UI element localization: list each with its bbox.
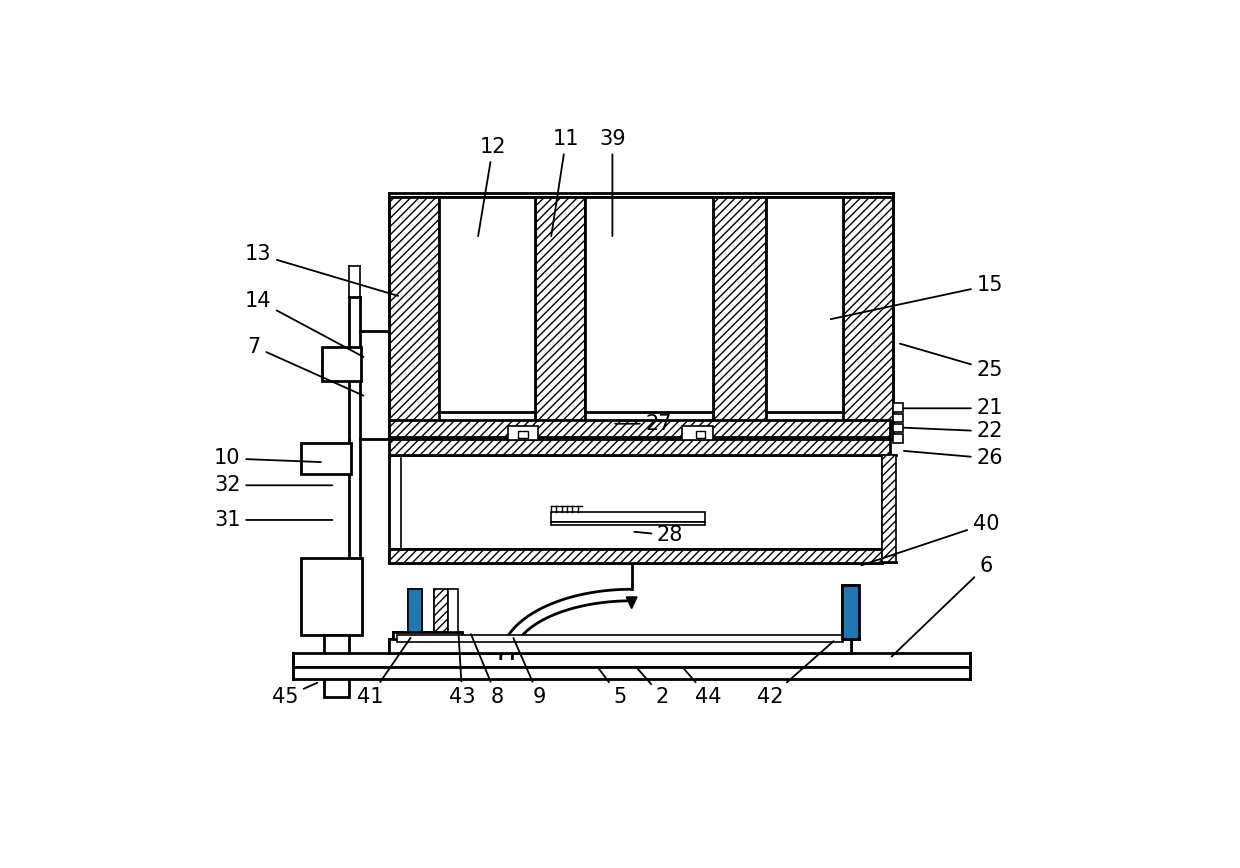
Text: 28: 28 xyxy=(635,525,683,545)
Bar xyxy=(894,424,903,432)
Text: 13: 13 xyxy=(246,244,398,296)
Bar xyxy=(842,585,859,640)
Bar xyxy=(322,346,361,381)
Bar xyxy=(551,512,704,522)
Bar xyxy=(393,632,463,641)
Text: 40: 40 xyxy=(862,514,999,565)
Bar xyxy=(842,585,859,640)
Bar xyxy=(293,667,971,679)
Bar xyxy=(518,431,528,437)
Text: 12: 12 xyxy=(479,136,506,236)
Bar xyxy=(536,196,585,428)
Text: 39: 39 xyxy=(599,128,626,236)
Bar xyxy=(439,196,536,412)
Bar xyxy=(448,589,459,632)
Bar xyxy=(894,434,903,443)
Bar xyxy=(682,426,713,440)
Text: 7: 7 xyxy=(248,337,363,396)
Bar xyxy=(894,403,903,412)
Bar xyxy=(300,558,362,635)
Text: 27: 27 xyxy=(615,414,672,434)
Bar xyxy=(389,439,889,455)
Bar xyxy=(397,635,843,641)
Bar xyxy=(300,443,351,474)
Text: 45: 45 xyxy=(272,683,317,707)
Text: 42: 42 xyxy=(756,641,833,707)
Bar xyxy=(389,196,439,428)
Text: 41: 41 xyxy=(357,638,410,707)
Bar xyxy=(713,196,766,428)
Bar xyxy=(882,455,895,562)
Text: 6: 6 xyxy=(892,556,992,656)
Bar xyxy=(408,589,422,632)
Text: 11: 11 xyxy=(552,128,579,236)
Text: 31: 31 xyxy=(215,510,332,530)
Bar xyxy=(507,426,538,440)
Bar xyxy=(766,196,843,412)
Text: 43: 43 xyxy=(449,635,475,707)
Bar xyxy=(894,414,903,422)
Text: 21: 21 xyxy=(904,398,1003,418)
Bar xyxy=(389,640,851,654)
Bar xyxy=(551,522,704,524)
Bar xyxy=(389,640,851,654)
Polygon shape xyxy=(626,597,637,608)
Text: 44: 44 xyxy=(683,668,722,707)
Text: 2: 2 xyxy=(637,668,670,707)
Bar xyxy=(393,632,463,641)
Bar xyxy=(389,420,889,437)
Bar xyxy=(408,589,422,632)
Bar xyxy=(389,549,882,563)
Text: 10: 10 xyxy=(215,449,321,469)
Text: 9: 9 xyxy=(513,638,546,707)
Bar xyxy=(843,196,894,428)
Text: 32: 32 xyxy=(215,476,332,496)
Text: 25: 25 xyxy=(900,344,1003,380)
Bar xyxy=(293,654,971,667)
Bar xyxy=(696,431,704,437)
Text: 5: 5 xyxy=(599,668,626,707)
Text: 14: 14 xyxy=(246,291,363,357)
Bar xyxy=(434,589,448,632)
Text: 8: 8 xyxy=(471,635,503,707)
Text: 22: 22 xyxy=(904,421,1003,442)
Text: 15: 15 xyxy=(831,275,1003,319)
Bar xyxy=(585,196,713,412)
Text: 26: 26 xyxy=(904,449,1003,469)
Bar xyxy=(324,635,350,697)
